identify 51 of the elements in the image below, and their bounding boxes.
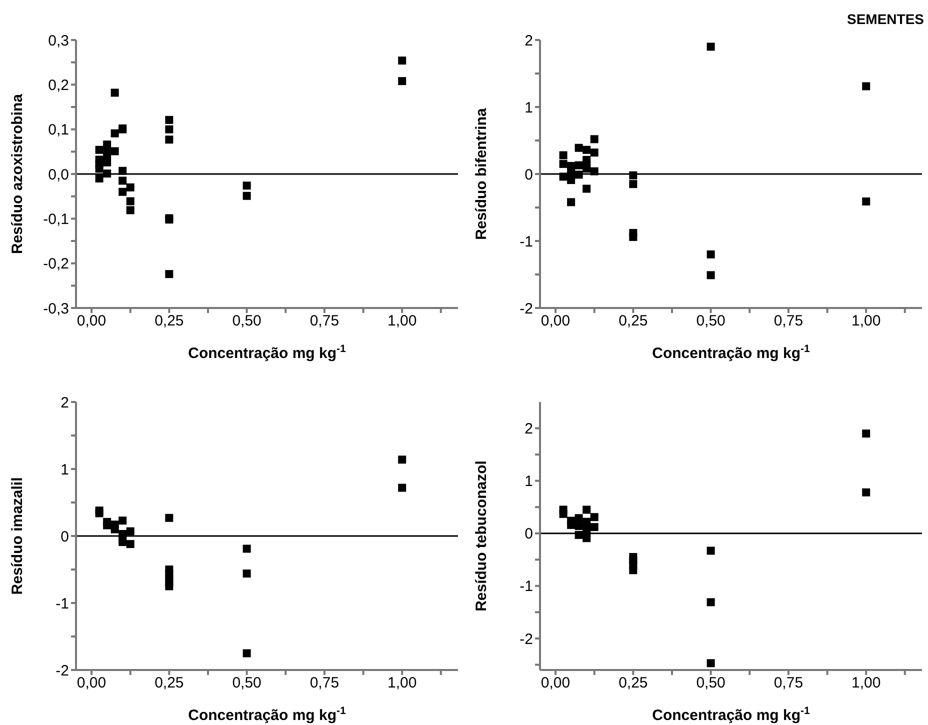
y-tick-label: -0,2 xyxy=(43,256,69,273)
y-tick-label: 0 xyxy=(524,166,533,184)
y-tick-label: 1 xyxy=(60,461,69,478)
x-tick-label: 1,00 xyxy=(851,674,881,692)
x-tick-label: 0,75 xyxy=(310,674,340,692)
x-axis-title: Concentração mg kg$^{-1}$ xyxy=(652,705,810,724)
y-tick-label: 2 xyxy=(60,394,69,412)
x-tick-label: 0,25 xyxy=(154,312,184,330)
x-tick-label: 1,00 xyxy=(851,312,881,330)
x-tick-label: 0,00 xyxy=(540,674,570,692)
text: SEMENTES xyxy=(846,11,924,27)
y-tick-label: -0,1 xyxy=(43,210,69,228)
x-tick-label: 1,00 xyxy=(387,312,417,330)
y-tick-label: 2 xyxy=(524,32,533,50)
x-tick-label: 0,00 xyxy=(76,312,106,330)
x-tick-label: 0,75 xyxy=(774,312,804,330)
x-tick-label: 0,25 xyxy=(618,674,648,692)
y-tick-label: -0,3 xyxy=(43,300,69,318)
y-axis-title: Resíduo imazalil xyxy=(9,477,26,595)
x-axis-title: Concentração mg kg$^{-1}$ xyxy=(188,343,346,362)
y-tick-label: 0 xyxy=(524,526,533,543)
y-tick-label: 1 xyxy=(524,473,533,490)
y-tick-label: -2 xyxy=(56,662,69,680)
y-axis-title: Resíduo azoxistrobina xyxy=(9,93,26,254)
y-axis-title: Resíduo bifentrina xyxy=(473,108,490,240)
x-tick-label: 0,00 xyxy=(76,674,106,692)
x-tick-label: 0,50 xyxy=(232,312,262,330)
x-tick-label: 0,50 xyxy=(696,674,726,692)
x-tick-label: 0,25 xyxy=(154,674,184,692)
y-tick-label: 1 xyxy=(524,99,533,116)
y-tick-label: 0 xyxy=(60,528,69,546)
y-tick-label: 2 xyxy=(524,420,533,438)
y-axis-title: Resíduo tebuconazol xyxy=(473,460,490,612)
y-tick-label: 0,3 xyxy=(48,32,69,50)
y-tick-label: 0,1 xyxy=(48,122,69,139)
y-tick-label: -1 xyxy=(520,578,533,596)
x-tick-label: 1,00 xyxy=(387,674,417,692)
y-tick-label: -2 xyxy=(520,300,533,318)
x-tick-label: 0,50 xyxy=(696,312,726,330)
x-tick-label: 0,50 xyxy=(232,674,262,692)
y-tick-label: 0,2 xyxy=(48,76,69,94)
y-tick-label: -1 xyxy=(520,233,533,250)
x-tick-label: 0,00 xyxy=(540,312,570,330)
y-tick-label: -1 xyxy=(56,595,69,612)
x-axis-title: Concentração mg kg$^{-1}$ xyxy=(652,343,810,362)
x-tick-label: 0,25 xyxy=(618,312,648,330)
x-axis-title: Concentração mg kg$^{-1}$ xyxy=(188,705,346,724)
x-tick-label: 0,75 xyxy=(774,674,804,692)
x-tick-label: 0,75 xyxy=(310,312,340,330)
y-tick-label: -2 xyxy=(520,630,533,648)
y-tick-label: 0,0 xyxy=(48,166,69,184)
